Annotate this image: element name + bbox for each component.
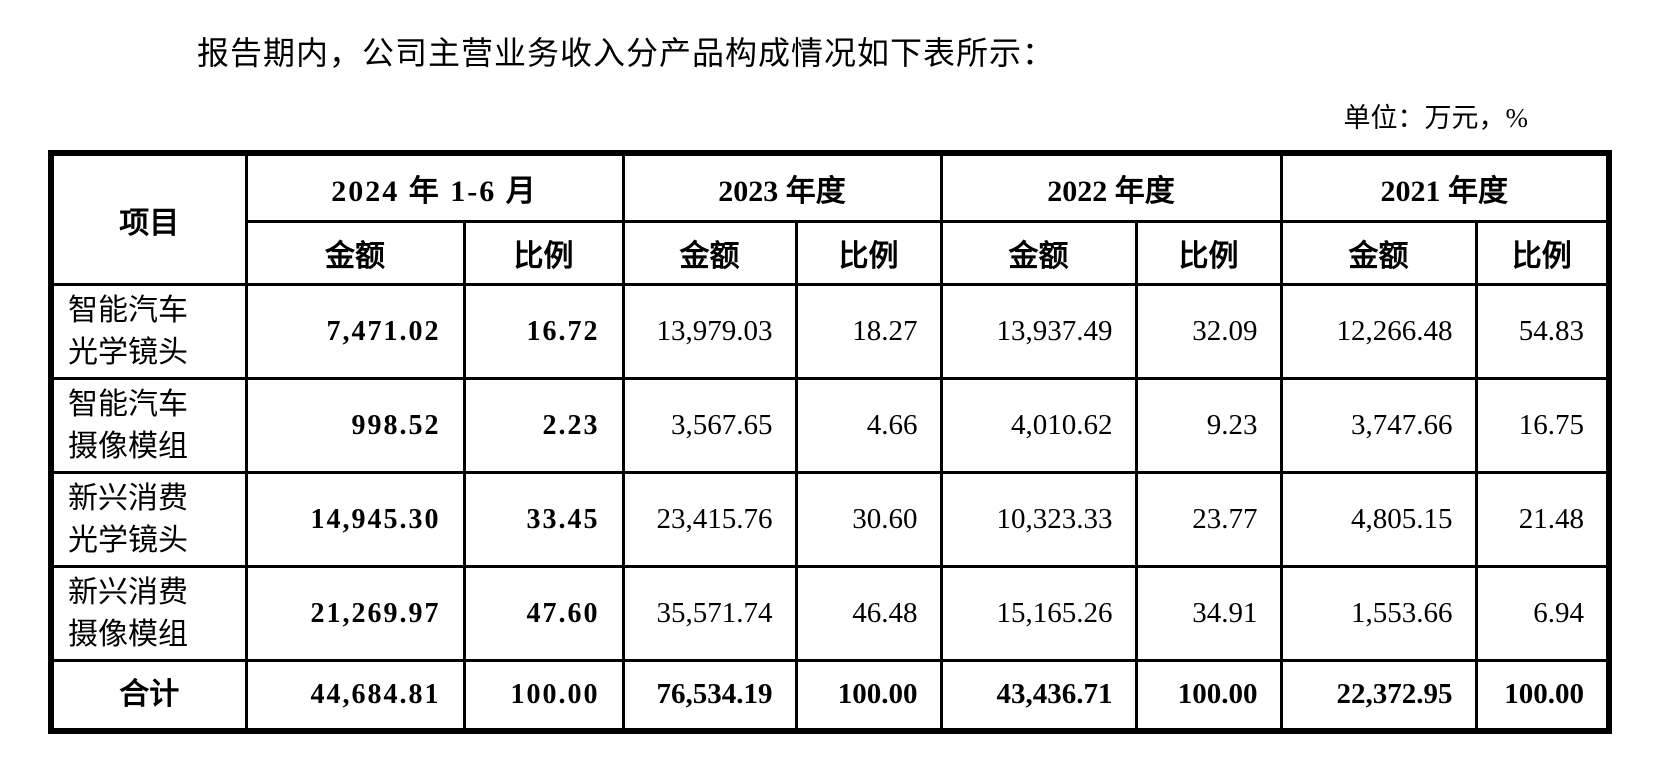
cell-2023-amount: 23,415.76 bbox=[621, 471, 798, 568]
header-amount-2022: 金额 bbox=[939, 220, 1138, 286]
cell-2023-amount: 3,567.65 bbox=[621, 377, 798, 474]
cell-2021-amount-total: 22,372.95 bbox=[1279, 659, 1478, 732]
header-period-2024h1: 2024 年 1-6 月 bbox=[244, 151, 625, 223]
cell-2022-amount: 15,165.26 bbox=[939, 565, 1138, 662]
header-ratio-2023: 比例 bbox=[794, 220, 943, 286]
table-row-smart-car-module: 智能汽车 摄像模组 998.52 2.23 3,567.65 4.66 4,01… bbox=[49, 377, 1611, 474]
cell-2022-amount: 10,323.33 bbox=[939, 471, 1138, 568]
intro-text: 报告期内，公司主营业务收入分产品构成情况如下表所示： bbox=[197, 35, 1056, 71]
cell-2023-ratio: 30.60 bbox=[794, 471, 943, 568]
table-row-consumer-lens: 新兴消费 光学镜头 14,945.30 33.45 23,415.76 30.6… bbox=[49, 471, 1611, 568]
cell-2023-ratio-total: 100.00 bbox=[794, 659, 943, 732]
row-label: 新兴消费 光学镜头 bbox=[49, 471, 248, 568]
cell-2024h1-ratio: 33.45 bbox=[462, 471, 625, 568]
header-amount-2021: 金额 bbox=[1279, 220, 1478, 286]
cell-2021-ratio-total: 100.00 bbox=[1474, 659, 1611, 732]
table-row-smart-car-lens: 智能汽车 光学镜头 7,471.02 16.72 13,979.03 18.27… bbox=[49, 283, 1611, 380]
cell-2021-amount: 4,805.15 bbox=[1279, 471, 1478, 568]
row-label: 新兴消费 摄像模组 bbox=[49, 565, 248, 662]
cell-2023-ratio: 4.66 bbox=[794, 377, 943, 474]
header-ratio-2024h1: 比例 bbox=[462, 220, 625, 286]
cell-2023-ratio: 46.48 bbox=[794, 565, 943, 662]
table-row-total: 合计 44,684.81 100.00 76,534.19 100.00 43,… bbox=[49, 659, 1611, 732]
header-ratio-2021: 比例 bbox=[1474, 220, 1611, 286]
cell-2023-amount: 35,571.74 bbox=[621, 565, 798, 662]
cell-2021-ratio: 6.94 bbox=[1474, 565, 1611, 662]
cell-2024h1-ratio: 47.60 bbox=[462, 565, 625, 662]
header-amount-2023: 金额 bbox=[621, 220, 798, 286]
header-item: 项目 bbox=[49, 151, 248, 286]
header-amount-2024h1: 金额 bbox=[244, 220, 466, 286]
header-period-2023: 2023 年度 bbox=[621, 151, 943, 223]
cell-2024h1-amount: 14,945.30 bbox=[244, 471, 466, 568]
unit-label: 单位：万元，% bbox=[1343, 103, 1529, 133]
cell-2023-ratio: 18.27 bbox=[794, 283, 943, 380]
cell-2021-amount: 12,266.48 bbox=[1279, 283, 1478, 380]
cell-2024h1-amount: 998.52 bbox=[244, 377, 466, 474]
cell-2024h1-ratio: 2.23 bbox=[462, 377, 625, 474]
cell-2024h1-ratio-total: 100.00 bbox=[462, 659, 625, 732]
cell-2022-ratio-total: 100.00 bbox=[1134, 659, 1283, 732]
header-period-2022: 2022 年度 bbox=[939, 151, 1283, 223]
cell-2022-ratio: 32.09 bbox=[1134, 283, 1283, 380]
cell-2022-amount-total: 43,436.71 bbox=[939, 659, 1138, 732]
table-header-period-row: 项目 2024 年 1-6 月 2023 年度 2022 年度 2021 年度 bbox=[49, 151, 1611, 286]
cell-2021-ratio: 16.75 bbox=[1474, 377, 1611, 474]
cell-2024h1-ratio: 16.72 bbox=[462, 283, 625, 380]
header-ratio-2022: 比例 bbox=[1134, 220, 1283, 286]
cell-2021-ratio: 54.83 bbox=[1474, 283, 1611, 380]
cell-2024h1-amount: 21,269.97 bbox=[244, 565, 466, 662]
row-label-total: 合计 bbox=[49, 659, 248, 732]
cell-2022-amount: 4,010.62 bbox=[939, 377, 1138, 474]
cell-2022-ratio: 9.23 bbox=[1134, 377, 1283, 474]
cell-2021-amount: 3,747.66 bbox=[1279, 377, 1478, 474]
cell-2022-ratio: 23.77 bbox=[1134, 471, 1283, 568]
table-row-consumer-module: 新兴消费 摄像模组 21,269.97 47.60 35,571.74 46.4… bbox=[49, 565, 1611, 662]
row-label: 智能汽车 光学镜头 bbox=[49, 283, 248, 380]
cell-2022-ratio: 34.91 bbox=[1134, 565, 1283, 662]
cell-2023-amount: 13,979.03 bbox=[621, 283, 798, 380]
row-label: 智能汽车 摄像模组 bbox=[49, 377, 248, 474]
cell-2021-ratio: 21.48 bbox=[1474, 471, 1611, 568]
cell-2024h1-amount: 7,471.02 bbox=[244, 283, 466, 380]
cell-2022-amount: 13,937.49 bbox=[939, 283, 1138, 380]
cell-2023-amount-total: 76,534.19 bbox=[621, 659, 798, 732]
header-period-2021: 2021 年度 bbox=[1279, 151, 1611, 223]
revenue-by-product-table: 项目 2024 年 1-6 月 2023 年度 2022 年度 2021 年度 … bbox=[48, 150, 1612, 734]
table-header-measure-row: 金额 比例 金额 比例 金额 比例 金额 比例 bbox=[51, 220, 1611, 286]
cell-2021-amount: 1,553.66 bbox=[1279, 565, 1478, 662]
cell-2024h1-amount-total: 44,684.81 bbox=[244, 659, 466, 732]
